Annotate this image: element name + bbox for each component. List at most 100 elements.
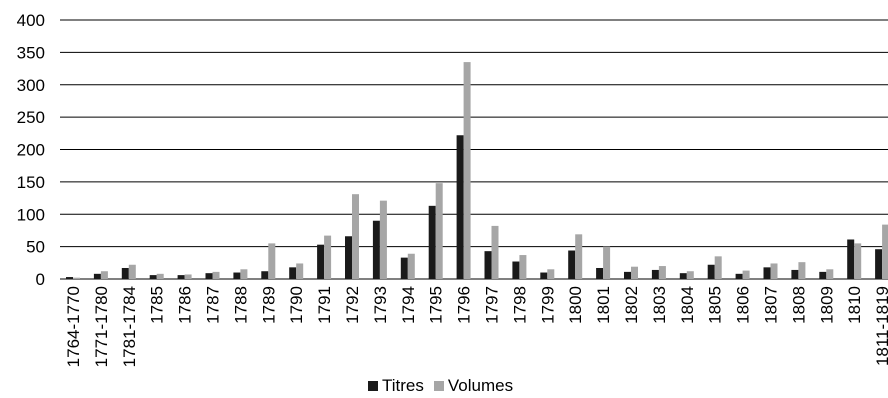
x-tick-label: 1792: [343, 286, 362, 324]
x-tick-label: 1801: [594, 286, 613, 324]
bar-titres: [512, 261, 520, 279]
bar-titres: [317, 244, 325, 279]
legend-swatch-titres: [368, 381, 378, 391]
bar-titres: [819, 271, 827, 279]
bar-volumes: [212, 271, 220, 279]
bar-volumes: [631, 266, 638, 279]
bar-volumes: [128, 264, 136, 279]
bar-titres: [707, 264, 715, 279]
y-tick-label: 350: [17, 43, 45, 62]
bar-titres: [679, 273, 687, 279]
bar-titres: [233, 272, 241, 279]
x-tick-label: 1764-1770: [64, 286, 83, 367]
x-tick-label: 1807: [762, 286, 781, 324]
y-tick-label: 150: [17, 173, 45, 192]
bar-volumes: [491, 225, 499, 279]
bar-volumes: [296, 263, 304, 279]
bar-volumes: [352, 194, 359, 279]
bar-volumes: [156, 273, 164, 279]
x-tick-label: 1781-1784: [120, 286, 139, 367]
gridlines: [60, 19, 888, 280]
x-tick-label: 1771-1780: [92, 286, 111, 367]
x-tick-label: 1805: [706, 286, 725, 324]
bar-titres: [261, 271, 269, 279]
x-tick-label: 1808: [789, 286, 808, 324]
bar-titres: [400, 257, 408, 279]
bar-titres: [568, 250, 576, 279]
legend: Titres Volumes: [368, 376, 523, 396]
bar-titres: [289, 267, 297, 279]
bar-titres: [372, 220, 380, 279]
x-tick-label: 1797: [483, 286, 502, 324]
bar-volumes: [324, 235, 332, 279]
bar-volumes: [798, 262, 806, 279]
bar-titres: [596, 267, 604, 279]
bar-volumes: [882, 224, 888, 279]
bar-titres: [624, 271, 631, 279]
y-tick-label: 50: [26, 238, 45, 257]
bar-volumes: [686, 271, 694, 279]
x-tick-label: 1806: [734, 286, 753, 324]
bar-volumes: [603, 246, 611, 279]
bar-titres: [651, 269, 659, 279]
legend-label-titres: Titres: [382, 376, 424, 395]
bar-titres: [791, 269, 799, 279]
x-tick-label: 1798: [510, 286, 529, 324]
legend-swatch-volumes: [433, 381, 444, 391]
x-axis-labels: 1764-1770 1771-1780 1781-1784 1785 1786 1787 1…: [64, 286, 888, 367]
bar-volumes: [73, 277, 80, 279]
bar-titres: [205, 273, 213, 279]
x-tick-label: 1790: [287, 286, 306, 324]
y-tick-label: 300: [17, 76, 45, 95]
bar-titres: [66, 277, 73, 279]
x-tick-label: 1802: [622, 286, 641, 324]
bar-titres: [93, 273, 101, 279]
legend-item-volumes: Volumes: [433, 376, 514, 396]
bar-titres: [847, 239, 855, 279]
x-tick-label: 1785: [148, 286, 167, 324]
y-tick-label: 400: [17, 11, 45, 30]
bar-titres: [456, 135, 464, 279]
bar-volumes: [742, 270, 750, 279]
x-tick-label: 1789: [259, 286, 278, 324]
bar-titres: [428, 205, 436, 279]
bar-titres: [149, 275, 157, 279]
x-tick-label: 1788: [231, 286, 250, 324]
bar-volumes: [770, 263, 778, 279]
y-tick-label: 0: [36, 270, 45, 289]
bar-volumes: [100, 271, 108, 279]
bar-volumes: [854, 243, 862, 279]
bar-volumes: [658, 266, 666, 279]
bar-volumes: [826, 269, 834, 279]
bar-volumes: [407, 253, 415, 279]
bar-titres: [875, 249, 883, 279]
bar-volumes: [547, 269, 555, 279]
bar-titres: [345, 236, 352, 279]
bar-volumes: [268, 243, 276, 279]
legend-item-titres: Titres: [368, 376, 424, 396]
bar-volumes: [575, 234, 583, 279]
x-tick-label: 1794: [399, 286, 418, 324]
x-tick-label: 1799: [538, 286, 557, 324]
x-tick-label: 1796: [455, 286, 474, 324]
x-tick-label: 1810: [845, 286, 864, 324]
bar-volumes: [184, 274, 192, 279]
y-tick-label: 250: [17, 108, 45, 127]
x-tick-label: 1804: [678, 286, 697, 324]
bar-titres: [735, 273, 743, 279]
x-tick-label: 1793: [371, 286, 390, 324]
legend-label-volumes: Volumes: [447, 376, 514, 395]
bar-volumes: [435, 183, 443, 279]
x-tick-label: 1786: [176, 286, 195, 324]
bar-titres: [763, 267, 771, 279]
bar-titres: [177, 275, 185, 279]
bars: [66, 62, 888, 280]
bar-volumes: [519, 255, 527, 279]
bar-titres: [121, 267, 129, 279]
x-tick-label: 1800: [566, 286, 585, 324]
bar-volumes: [240, 269, 248, 279]
bar-volumes: [714, 256, 722, 279]
y-axis-labels: 0 50 100 150 200 250 300 350 400: [17, 11, 45, 289]
x-tick-label: 1809: [817, 286, 836, 324]
